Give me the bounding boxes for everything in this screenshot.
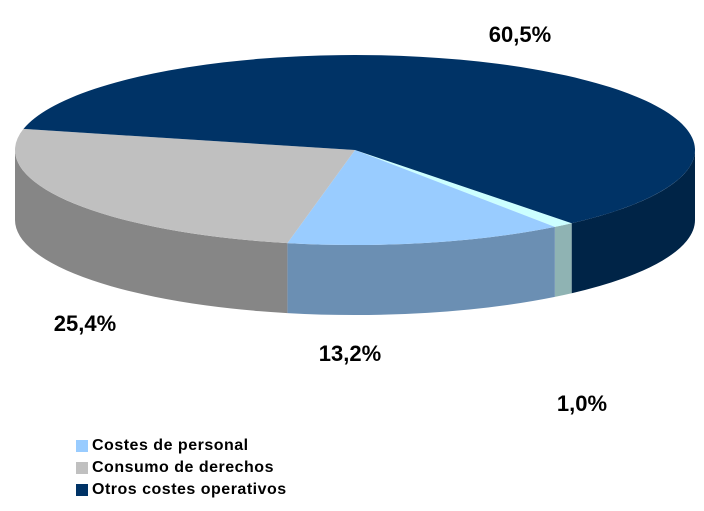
legend-label: Costes de personal bbox=[92, 437, 249, 454]
legend-swatch bbox=[76, 440, 88, 452]
slice-side bbox=[571, 150, 695, 294]
slice-side bbox=[554, 223, 572, 297]
slice bbox=[355, 150, 572, 227]
slice bbox=[287, 150, 555, 246]
value-label: 13,2% bbox=[319, 341, 381, 366]
legend-swatch bbox=[76, 484, 88, 496]
slice-side bbox=[14, 150, 288, 314]
legend-label: Consumo de derechos bbox=[92, 459, 274, 476]
slice bbox=[23, 55, 696, 224]
legend-label: Otros costes operativos bbox=[92, 481, 287, 498]
legend-swatch bbox=[76, 462, 88, 474]
slice-side bbox=[287, 226, 555, 315]
value-label: 25,4% bbox=[54, 311, 116, 336]
value-label: 1,0% bbox=[557, 391, 607, 416]
slice bbox=[14, 128, 356, 244]
value-label: 60,5% bbox=[489, 22, 551, 47]
